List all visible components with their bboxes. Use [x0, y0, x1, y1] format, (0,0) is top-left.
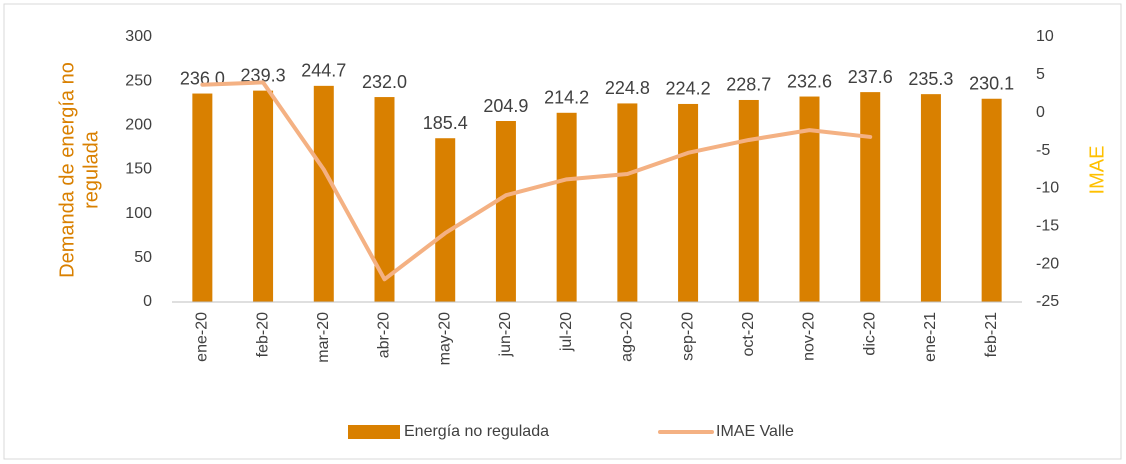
data-label: 232.0 [362, 72, 407, 92]
y-axis-title: Demanda de energía no [56, 62, 78, 278]
bar [860, 92, 881, 303]
bar [495, 121, 516, 302]
x-tick-label: feb-20 [254, 312, 271, 357]
y2-tick-label: -25 [1036, 293, 1059, 310]
x-tick-label: ene-20 [194, 312, 211, 362]
x-tick-label: nov-20 [801, 312, 818, 361]
bar [374, 97, 395, 302]
bar [981, 98, 1002, 303]
x-tick-label: jun-20 [497, 312, 514, 358]
x-tick-label: ene-21 [922, 312, 939, 362]
data-label: 228.7 [726, 75, 771, 95]
y2-axis-title: IMAE [1086, 146, 1108, 195]
legend-swatch [348, 425, 400, 439]
y2-tick-label: 10 [1036, 28, 1054, 45]
bar [799, 96, 820, 302]
y2-tick-label: 5 [1036, 66, 1045, 83]
bar [738, 99, 759, 303]
bar [253, 90, 274, 302]
y2-tick-label: -20 [1036, 255, 1059, 272]
y2-tick-label: -5 [1036, 142, 1050, 159]
x-tick-label: may-20 [436, 312, 453, 365]
data-label: 237.6 [848, 67, 893, 87]
data-label: 235.3 [908, 69, 953, 89]
data-label: 214.2 [544, 88, 589, 108]
data-label: 232.6 [787, 71, 832, 91]
y-tick-label: 100 [125, 205, 152, 222]
bar [556, 112, 577, 302]
y-tick-label: 300 [125, 28, 152, 45]
bar [192, 93, 213, 303]
x-tick-label: dic-20 [861, 312, 878, 356]
data-label: 239.3 [241, 65, 286, 85]
bar [920, 94, 941, 302]
legend-label: IMAE Valle [716, 423, 794, 440]
x-tick-label: oct-20 [740, 312, 757, 357]
x-tick-label: jul-20 [558, 312, 575, 352]
y-tick-label: 200 [125, 117, 152, 134]
y-tick-label: 0 [143, 293, 152, 310]
bar [617, 103, 638, 302]
x-tick-label: mar-20 [315, 312, 332, 363]
x-tick-label: sep-20 [679, 312, 696, 361]
x-tick-label: abr-20 [376, 312, 393, 358]
data-label: 224.2 [666, 79, 711, 99]
bar [678, 103, 699, 302]
y-tick-label: 150 [125, 161, 152, 178]
data-label: 224.8 [605, 78, 650, 98]
bar [435, 138, 456, 302]
data-label: 204.9 [483, 96, 528, 116]
legend-label: Energía no regulada [404, 423, 549, 440]
data-label: 185.4 [423, 113, 468, 133]
y2-tick-label: 0 [1036, 104, 1045, 121]
x-tick-label: feb-21 [983, 312, 1000, 357]
bar [313, 85, 334, 303]
line [200, 80, 873, 282]
y-axis-title: regulada [80, 130, 102, 209]
y2-tick-label: -10 [1036, 180, 1059, 197]
x-tick-label: ago-20 [619, 312, 636, 362]
y-tick-label: 250 [125, 72, 152, 89]
data-label: 230.1 [969, 73, 1014, 93]
y2-tick-label: -15 [1036, 218, 1059, 235]
data-label: 244.7 [301, 61, 346, 81]
y-tick-label: 50 [134, 249, 152, 266]
